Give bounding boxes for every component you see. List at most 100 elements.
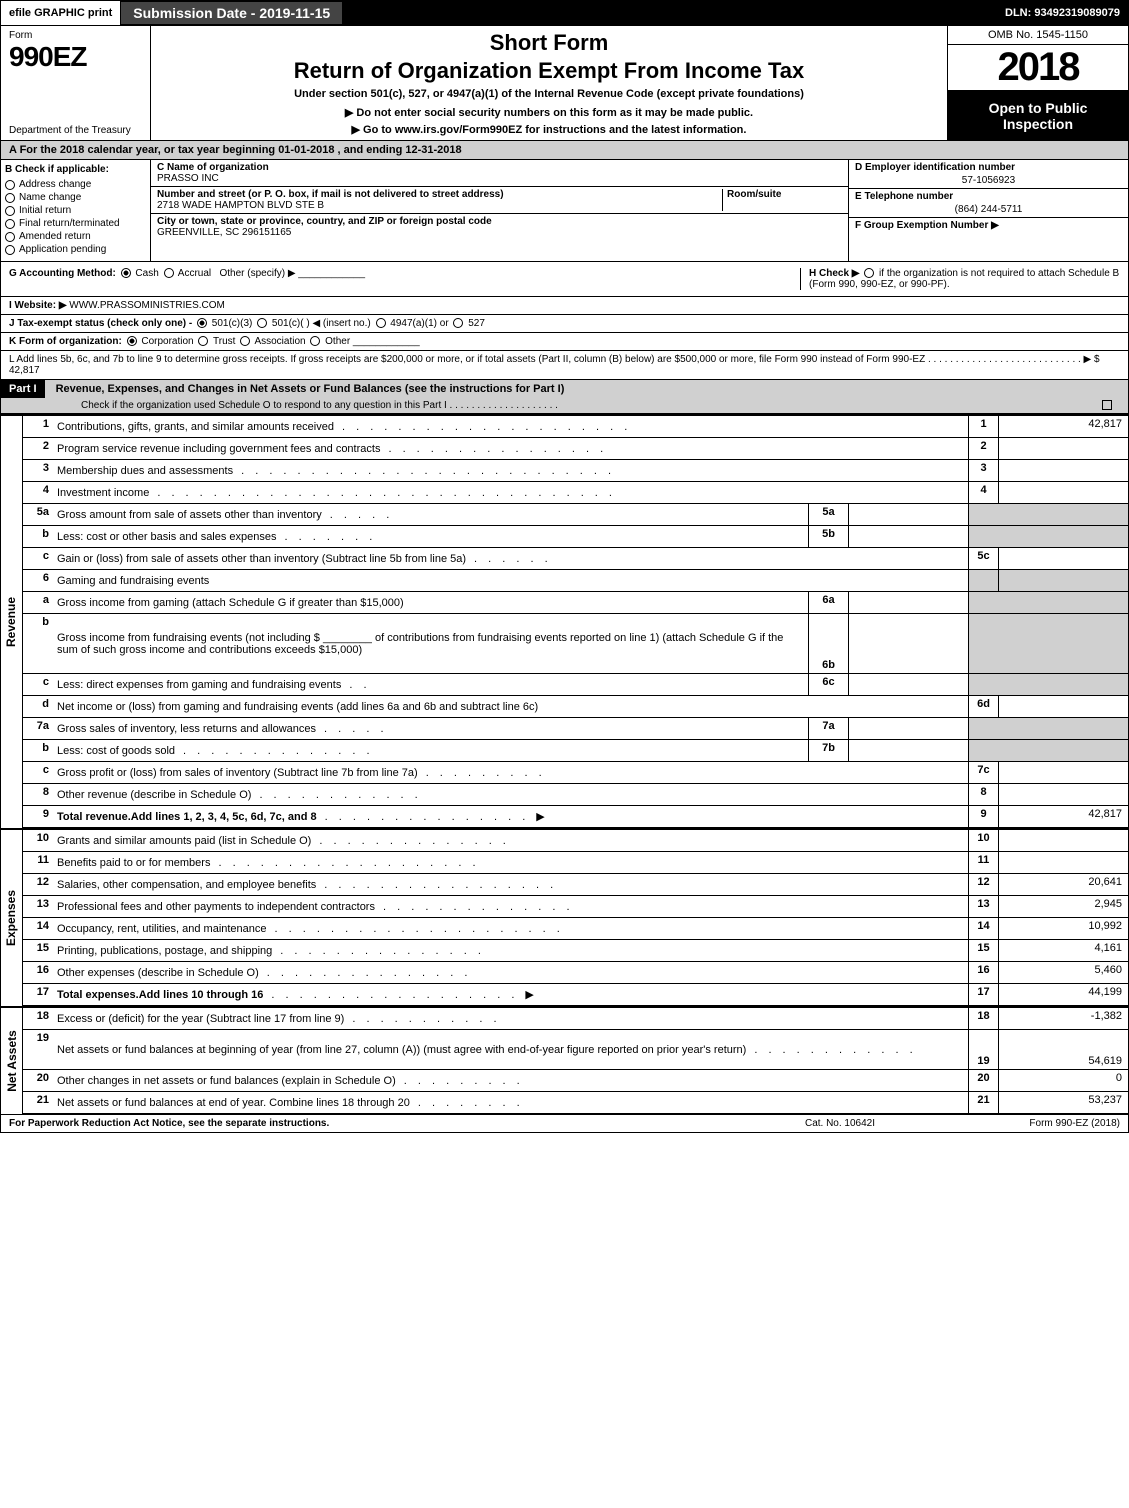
inner-val xyxy=(848,526,968,547)
cb-pending[interactable]: Application pending xyxy=(5,244,146,255)
radio-corp[interactable] xyxy=(127,336,137,346)
line-desc: Other revenue (describe in Schedule O) xyxy=(57,789,251,801)
expenses-section: Expenses 10Grants and similar amounts pa… xyxy=(1,828,1128,1006)
line-2: 2Program service revenue including gover… xyxy=(23,438,1128,460)
j-501c-label: 501(c)( ) ◀ (insert no.) xyxy=(272,318,371,329)
radio-trust[interactable] xyxy=(198,336,208,346)
cb-name-change[interactable]: Name change xyxy=(5,192,146,203)
dln-label: DLN: 93492319089079 xyxy=(997,1,1128,25)
line-6a: aGross income from gaming (attach Schedu… xyxy=(23,592,1128,614)
revenue-section: Revenue 1Contributions, gifts, grants, a… xyxy=(1,414,1128,828)
g-label: G Accounting Method: xyxy=(9,268,116,279)
line-val xyxy=(998,438,1128,459)
goto-link[interactable]: ▶ Go to www.irs.gov/Form990EZ for instru… xyxy=(159,123,939,136)
tax-year: 2018 xyxy=(948,45,1128,91)
cb-amended[interactable]: Amended return xyxy=(5,231,146,242)
radio-527[interactable] xyxy=(453,318,463,328)
inner-num: 5a xyxy=(808,504,848,525)
checkbox-icon xyxy=(5,193,15,203)
ein-value: 57-1056923 xyxy=(855,173,1122,186)
line-val: 54,619 xyxy=(998,1030,1128,1069)
line-desc: Gross amount from sale of assets other t… xyxy=(57,509,322,521)
ein-row: D Employer identification number 57-1056… xyxy=(849,160,1128,189)
line-10: 10Grants and similar amounts paid (list … xyxy=(23,830,1128,852)
under-section: Under section 501(c), 527, or 4947(a)(1)… xyxy=(159,88,939,100)
entity-mid: C Name of organization PRASSO INC Number… xyxy=(151,160,848,261)
line-desc: Membership dues and assessments xyxy=(57,465,233,477)
line-desc: Salaries, other compensation, and employ… xyxy=(57,879,316,891)
schedule-o-checkbox[interactable] xyxy=(1102,400,1112,410)
line-val: 53,237 xyxy=(998,1092,1128,1113)
topbar-spacer xyxy=(343,1,997,25)
line-val: 0 xyxy=(998,1070,1128,1091)
e-label: E Telephone number xyxy=(855,191,1122,202)
line-desc: Gross sales of inventory, less returns a… xyxy=(57,723,316,735)
i-label: I Website: ▶ xyxy=(9,300,67,311)
radio-4947[interactable] xyxy=(376,318,386,328)
line-val: 42,817 xyxy=(998,806,1128,827)
part1-badge: Part I xyxy=(1,380,45,398)
radio-cash[interactable] xyxy=(121,268,131,278)
line-val: 2,945 xyxy=(998,896,1128,917)
line-6d: dNet income or (loss) from gaming and fu… xyxy=(23,696,1128,718)
line-val xyxy=(998,548,1128,569)
inner-val xyxy=(848,592,968,613)
radio-501c3[interactable] xyxy=(197,318,207,328)
line-val xyxy=(998,460,1128,481)
checkbox-icon xyxy=(5,180,15,190)
radio-other[interactable] xyxy=(310,336,320,346)
d-label: D Employer identification number xyxy=(855,162,1122,173)
line-19: 19Net assets or fund balances at beginni… xyxy=(23,1030,1128,1070)
j-527-label: 527 xyxy=(468,318,485,329)
line-desc: Other expenses (describe in Schedule O) xyxy=(57,967,259,979)
gray-block xyxy=(968,614,1128,673)
top-bar: efile GRAPHIC print Submission Date - 20… xyxy=(1,1,1128,26)
submission-date: Submission Date - 2019-11-15 xyxy=(120,1,343,25)
radio-accrual[interactable] xyxy=(164,268,174,278)
gross-receipts-row: L Add lines 5b, 6c, and 7b to line 9 to … xyxy=(1,351,1128,380)
org-name: PRASSO INC xyxy=(157,173,842,184)
inner-val xyxy=(848,674,968,695)
line-20: 20Other changes in net assets or fund ba… xyxy=(23,1070,1128,1092)
part1-header-row: Part I Revenue, Expenses, and Changes in… xyxy=(1,380,1128,414)
cb-label: Initial return xyxy=(19,205,71,216)
room-label: Room/suite xyxy=(727,189,842,200)
expenses-text: Expenses xyxy=(5,890,19,946)
address-row: Number and street (or P. O. box, if mail… xyxy=(151,187,848,214)
cb-initial-return[interactable]: Initial return xyxy=(5,205,146,216)
netassets-side-label: Net Assets xyxy=(1,1008,23,1114)
line-desc: Net income or (loss) from gaming and fun… xyxy=(57,701,538,713)
line-desc: Other changes in net assets or fund bala… xyxy=(57,1075,396,1087)
radio-501c[interactable] xyxy=(257,318,267,328)
inner-num: 6b xyxy=(808,614,848,673)
line-6c: cLess: direct expenses from gaming and f… xyxy=(23,674,1128,696)
room-column: Room/suite xyxy=(722,189,842,211)
h-checkbox[interactable] xyxy=(864,268,874,278)
gray-block xyxy=(968,504,1128,525)
line-val: 4,161 xyxy=(998,940,1128,961)
g-section: G Accounting Method: Cash Accrual Other … xyxy=(9,268,792,290)
radio-assoc[interactable] xyxy=(240,336,250,346)
addr-label: Number and street (or P. O. box, if mail… xyxy=(157,189,722,200)
open-public-badge: Open to Public Inspection xyxy=(948,91,1128,140)
line-val xyxy=(998,762,1128,783)
checkbox-icon xyxy=(5,219,15,229)
line-desc: Less: direct expenses from gaming and fu… xyxy=(57,679,341,691)
inner-num: 6a xyxy=(808,592,848,613)
org-name-row: C Name of organization PRASSO INC xyxy=(151,160,848,187)
line-9: 9Total revenue. Add lines 1, 2, 3, 4, 5c… xyxy=(23,806,1128,828)
line-desc: Grants and similar amounts paid (list in… xyxy=(57,835,311,847)
footer-right: Form 990-EZ (2018) xyxy=(940,1118,1120,1129)
dept-label: Department of the Treasury xyxy=(9,125,142,136)
cb-final-return[interactable]: Final return/terminated xyxy=(5,218,146,229)
checkbox-icon xyxy=(5,232,15,242)
line-7a: 7aGross sales of inventory, less returns… xyxy=(23,718,1128,740)
k-label: K Form of organization: xyxy=(9,336,122,347)
line-5c: cGain or (loss) from sale of assets othe… xyxy=(23,548,1128,570)
line-12: 12Salaries, other compensation, and empl… xyxy=(23,874,1128,896)
cb-address-change[interactable]: Address change xyxy=(5,179,146,190)
line-desc: Net assets or fund balances at beginning… xyxy=(57,1044,746,1056)
line-desc: Program service revenue including govern… xyxy=(57,443,380,455)
line-desc: Investment income xyxy=(57,487,149,499)
line-5b: bLess: cost or other basis and sales exp… xyxy=(23,526,1128,548)
